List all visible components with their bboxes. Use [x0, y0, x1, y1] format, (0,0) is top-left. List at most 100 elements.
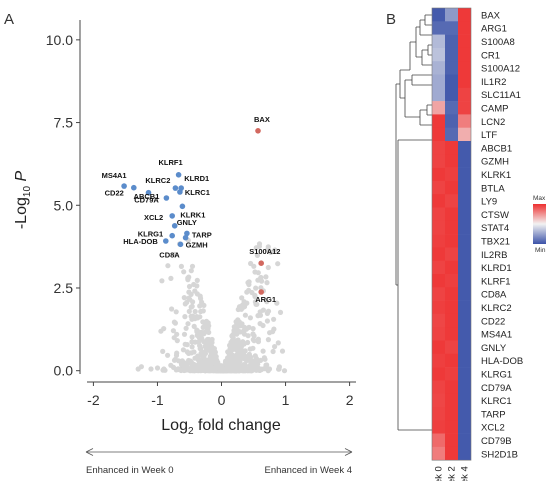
- heatmap-cell: [458, 194, 471, 208]
- ns-point: [260, 348, 266, 354]
- y-axis-title-suffix: P: [13, 171, 30, 186]
- ns-point: [251, 263, 257, 269]
- column-label-week-4: Week 4: [460, 466, 471, 481]
- significant-points: [121, 128, 265, 295]
- point-label-klrd1: KLRD1: [184, 174, 209, 183]
- point-label-cd8a: CD8A: [159, 250, 180, 259]
- x-tick-label: -2: [87, 392, 100, 408]
- ns-point: [202, 349, 208, 355]
- point-label-gzmh: GZMH: [186, 241, 208, 250]
- row-dendrogram: [395, 14, 432, 431]
- heatmap-cell: [458, 8, 471, 22]
- ns-point: [242, 362, 248, 368]
- heatmap-cell: [445, 380, 458, 394]
- heatmap-cell: [445, 313, 458, 328]
- heatmap-cell: [445, 141, 458, 155]
- row-label-ctsw: CTSW: [481, 210, 509, 221]
- row-label-ly9: LY9: [481, 197, 497, 208]
- ns-point: [183, 325, 189, 331]
- ns-point: [194, 277, 200, 283]
- point-label-klrf1: KLRF1: [159, 158, 183, 167]
- heatmap-cell: [432, 300, 445, 315]
- heatmap-cell: [458, 34, 471, 49]
- row-label-klrg1: KLRG1: [481, 370, 512, 381]
- y-axis-title-sub: 10: [22, 186, 33, 198]
- row-label-klrc1: KLRC1: [481, 396, 512, 407]
- column-label-week-2: Week 2: [447, 466, 458, 481]
- ns-point: [197, 346, 203, 352]
- heatmap-cell: [458, 61, 471, 75]
- ns-point: [265, 264, 271, 271]
- heatmap-cell: [458, 154, 471, 168]
- ns-point: [262, 356, 268, 362]
- ns-point: [229, 337, 236, 343]
- heatmap-cell: [432, 141, 445, 155]
- ns-point: [275, 261, 281, 267]
- point-arg1: [258, 289, 265, 295]
- ns-point: [186, 366, 193, 372]
- panel-b-label: B: [386, 11, 396, 28]
- heatmap-cell: [445, 87, 458, 102]
- ns-point: [186, 308, 192, 314]
- row-label-il2rb: IL2RB: [481, 250, 507, 261]
- heatmap-cell: [445, 101, 458, 115]
- heatmap-cell: [445, 327, 458, 341]
- heatmap-cell: [432, 287, 445, 301]
- row-label-bax: BAX: [481, 10, 501, 21]
- heatmap-cell: [432, 127, 445, 142]
- ns-point: [172, 356, 178, 362]
- ns-point: [212, 349, 218, 355]
- x-ticks: -2 -1 0 1 2: [87, 382, 354, 408]
- heatmap-cell: [432, 313, 445, 328]
- heatmap-cell: [445, 260, 458, 275]
- ns-point: [181, 367, 187, 374]
- heatmap-cell: [432, 154, 445, 168]
- row-label-cr1: CR1: [481, 50, 500, 61]
- heatmap-cell: [445, 47, 458, 62]
- point-cd8a: [177, 241, 184, 248]
- point-bax: [255, 128, 261, 134]
- row-label-s100a8: S100A8: [481, 37, 515, 48]
- ns-point: [239, 321, 245, 327]
- ns-point: [204, 340, 210, 346]
- ns-point: [189, 339, 195, 345]
- point-label-cd22: CD22: [105, 189, 124, 198]
- ns-point: [165, 352, 171, 358]
- heatmap-cell: [445, 367, 458, 381]
- point-klrc2: [172, 185, 179, 191]
- y-tick-label: 10.0: [46, 32, 73, 48]
- row-label-stat4: STAT4: [481, 223, 509, 234]
- heatmap-cell: [458, 220, 471, 235]
- enrichment-arrow: Enhanced in Week 0 Enhanced in Week 4: [85, 448, 353, 476]
- ns-point: [264, 299, 270, 305]
- heatmap-cell: [432, 367, 445, 381]
- row-label-abcb1: ABCB1: [481, 143, 512, 154]
- point-s100a12: [258, 260, 265, 267]
- ns-point: [192, 308, 198, 315]
- ns-point: [252, 353, 258, 359]
- ns-point: [264, 280, 270, 286]
- column-label-week-0: Week 0: [434, 466, 445, 481]
- ns-point: [246, 353, 252, 359]
- ns-point: [245, 366, 252, 373]
- ns-point: [245, 280, 251, 286]
- row-label-ltf: LTF: [481, 130, 497, 141]
- ns-point: [189, 361, 195, 367]
- ns-point: [160, 348, 166, 354]
- ns-point: [203, 318, 210, 324]
- ns-point: [182, 341, 188, 347]
- ns-point: [198, 350, 204, 356]
- ns-point: [214, 357, 220, 363]
- ns-point: [219, 367, 225, 373]
- heatmap-cell: [432, 114, 445, 128]
- ns-point: [241, 331, 248, 337]
- ns-point: [209, 339, 215, 346]
- heatmap-cell: [458, 353, 471, 368]
- x-tick-label: 2: [346, 392, 354, 408]
- arrow-right-head: [344, 448, 353, 456]
- point-label-klrk1: KLRK1: [180, 210, 205, 219]
- ns-point: [200, 324, 206, 330]
- heatmap-cell: [432, 207, 445, 222]
- ns-point: [261, 366, 267, 372]
